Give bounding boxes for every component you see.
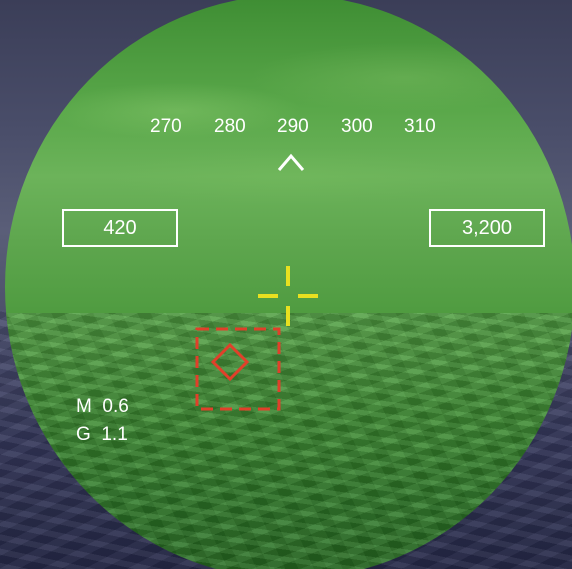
- g-label: G: [76, 424, 91, 445]
- altitude-value: 3,200: [461, 216, 513, 239]
- mach-label: M: [76, 396, 92, 417]
- altitude-box: 3,200: [429, 209, 545, 247]
- heading-tick-270: 270: [150, 116, 182, 137]
- crosshair-icon: [258, 266, 318, 326]
- heading-tick-290: 290: [277, 116, 309, 137]
- heading-tick-280: 280: [214, 116, 246, 137]
- heading-tick-300: 300: [341, 116, 373, 137]
- g-readout: G 1.1: [76, 424, 128, 446]
- airspeed-box: 420: [62, 209, 178, 247]
- chevron-up-icon: [277, 153, 305, 171]
- heading-tick-310: 310: [404, 116, 436, 137]
- mach-value: 0.6: [102, 396, 129, 417]
- target-box-icon: [195, 327, 281, 411]
- g-value: 1.1: [101, 424, 128, 445]
- diamond-icon: [210, 342, 250, 382]
- nv-terrain: [5, 313, 572, 569]
- mach-readout: M 0.6: [76, 396, 129, 418]
- airspeed-value: 420: [103, 216, 137, 239]
